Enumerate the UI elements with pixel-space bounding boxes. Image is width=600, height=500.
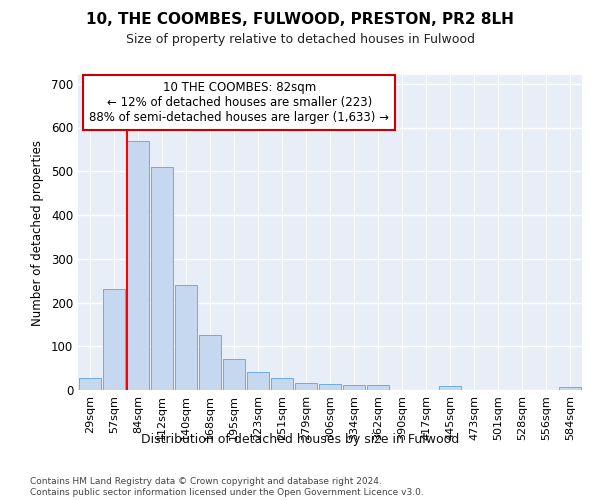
Text: Distribution of detached houses by size in Fulwood: Distribution of detached houses by size …: [141, 432, 459, 446]
Bar: [367, 385, 389, 390]
Bar: [247, 372, 269, 390]
Bar: [319, 384, 341, 390]
Bar: [199, 336, 221, 390]
Bar: [559, 388, 581, 390]
Text: 10, THE COOMBES, FULWOOD, PRESTON, PR2 8LH: 10, THE COOMBES, FULWOOD, PRESTON, PR2 8…: [86, 12, 514, 28]
Bar: [439, 386, 461, 390]
Text: Size of property relative to detached houses in Fulwood: Size of property relative to detached ho…: [125, 32, 475, 46]
Y-axis label: Number of detached properties: Number of detached properties: [31, 140, 44, 326]
Bar: [271, 378, 293, 390]
Bar: [103, 290, 125, 390]
Bar: [79, 378, 101, 390]
Bar: [175, 285, 197, 390]
Bar: [151, 167, 173, 390]
Text: Contains HM Land Registry data © Crown copyright and database right 2024.
Contai: Contains HM Land Registry data © Crown c…: [30, 478, 424, 497]
Bar: [295, 384, 317, 390]
Bar: [127, 140, 149, 390]
Text: 10 THE COOMBES: 82sqm
← 12% of detached houses are smaller (223)
88% of semi-det: 10 THE COOMBES: 82sqm ← 12% of detached …: [89, 82, 389, 124]
Bar: [343, 385, 365, 390]
Bar: [223, 360, 245, 390]
